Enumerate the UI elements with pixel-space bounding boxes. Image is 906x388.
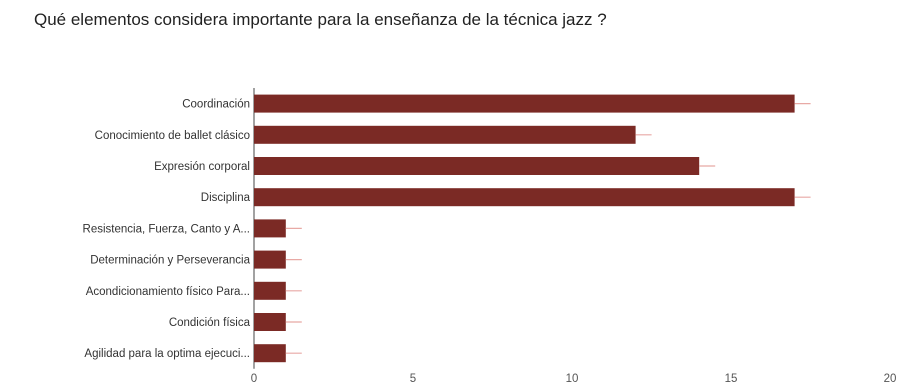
category-label: Resistencia, Fuerza, Canto y A... bbox=[83, 223, 250, 235]
x-tick-label: 20 bbox=[884, 373, 897, 385]
x-tick-label: 0 bbox=[251, 373, 257, 385]
bar bbox=[254, 344, 286, 363]
category-label: Condición física bbox=[169, 317, 251, 329]
bar bbox=[254, 313, 286, 331]
category-label: Coordinación bbox=[182, 99, 250, 111]
bar bbox=[254, 188, 795, 207]
bar bbox=[254, 250, 286, 269]
category-label: Acondicionamiento físico Para... bbox=[86, 286, 250, 298]
bar bbox=[254, 94, 795, 113]
bar bbox=[254, 281, 286, 300]
chart-title: Qué elementos considera importante para … bbox=[34, 10, 607, 29]
x-tick-label: 15 bbox=[725, 373, 738, 385]
category-label: Expresión corporal bbox=[154, 161, 250, 173]
x-tick-label: 10 bbox=[566, 373, 579, 385]
category-label: Agilidad para la optima ejecuci... bbox=[84, 348, 250, 360]
x-tick-label: 5 bbox=[410, 373, 416, 385]
bar bbox=[254, 157, 700, 175]
bar bbox=[254, 219, 286, 238]
bar bbox=[254, 125, 636, 144]
category-label: Disciplina bbox=[201, 192, 251, 204]
category-label: Determinación y Perseverancia bbox=[90, 255, 250, 267]
category-label: Conocimiento de ballet clásico bbox=[95, 130, 250, 142]
